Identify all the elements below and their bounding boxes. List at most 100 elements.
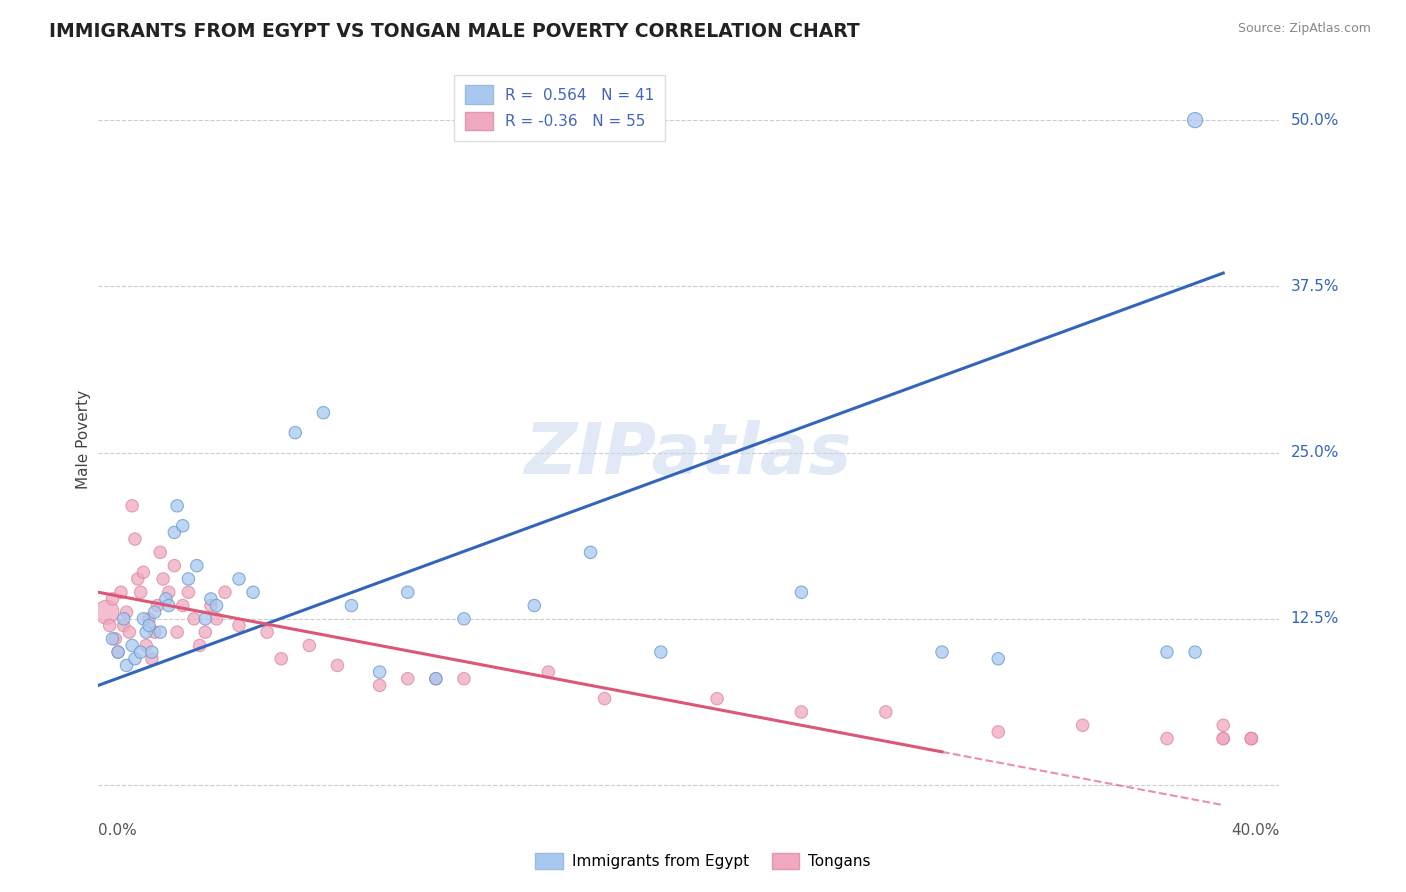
Point <box>121 499 143 513</box>
Point <box>152 572 174 586</box>
Point <box>98 618 121 632</box>
Point <box>188 639 211 653</box>
Text: 25.0%: 25.0% <box>1291 445 1339 460</box>
Point <box>146 599 169 613</box>
Point <box>312 406 335 420</box>
Point <box>132 566 155 580</box>
Point <box>453 672 475 686</box>
Point <box>340 599 363 613</box>
Point <box>112 618 135 632</box>
Point <box>242 585 264 599</box>
Point <box>172 518 194 533</box>
Y-axis label: Male Poverty: Male Poverty <box>76 390 91 489</box>
Point <box>284 425 307 440</box>
Point <box>118 625 141 640</box>
Point <box>1240 731 1263 746</box>
Point <box>537 665 560 679</box>
Point <box>194 625 217 640</box>
Text: 40.0%: 40.0% <box>1232 822 1279 838</box>
Point <box>987 652 1010 666</box>
Point <box>149 625 172 640</box>
Point <box>163 525 186 540</box>
Point <box>135 625 157 640</box>
Point <box>163 558 186 573</box>
Point <box>1184 113 1206 128</box>
Point <box>155 591 177 606</box>
Point <box>129 585 152 599</box>
Point <box>200 591 222 606</box>
Legend: R =  0.564   N = 41, R = -0.36   N = 55: R = 0.564 N = 41, R = -0.36 N = 55 <box>454 75 665 141</box>
Point <box>368 665 391 679</box>
Point <box>1212 731 1234 746</box>
Point <box>157 599 180 613</box>
Point <box>228 572 250 586</box>
Point <box>368 678 391 692</box>
Text: ZIPatlas: ZIPatlas <box>526 420 852 489</box>
Point <box>593 691 616 706</box>
Point <box>425 672 447 686</box>
Point <box>138 618 160 632</box>
Point <box>523 599 546 613</box>
Point <box>270 652 292 666</box>
Point <box>790 705 813 719</box>
Point <box>1156 731 1178 746</box>
Point <box>107 645 129 659</box>
Point <box>107 645 129 659</box>
Point <box>172 599 194 613</box>
Point <box>875 705 897 719</box>
Point <box>298 639 321 653</box>
Point <box>1240 731 1263 746</box>
Point <box>214 585 236 599</box>
Point <box>127 572 149 586</box>
Point <box>129 645 152 659</box>
Point <box>141 652 163 666</box>
Point <box>706 691 728 706</box>
Point <box>138 612 160 626</box>
Text: 37.5%: 37.5% <box>1291 279 1339 293</box>
Point <box>931 645 953 659</box>
Point <box>121 639 143 653</box>
Point <box>790 585 813 599</box>
Point <box>104 632 127 646</box>
Point <box>101 632 124 646</box>
Text: 12.5%: 12.5% <box>1291 611 1339 626</box>
Point <box>1240 731 1263 746</box>
Point <box>143 605 166 619</box>
Point <box>200 599 222 613</box>
Point <box>987 725 1010 739</box>
Point <box>115 658 138 673</box>
Text: 0.0%: 0.0% <box>98 822 138 838</box>
Point <box>425 672 447 686</box>
Point <box>166 499 188 513</box>
Text: 50.0%: 50.0% <box>1291 112 1339 128</box>
Point <box>157 585 180 599</box>
Point <box>579 545 602 559</box>
Point <box>124 532 146 546</box>
Point <box>166 625 188 640</box>
Point <box>141 645 163 659</box>
Point <box>186 558 208 573</box>
Point <box>205 599 228 613</box>
Point <box>396 672 419 686</box>
Point <box>1212 718 1234 732</box>
Legend: Immigrants from Egypt, Tongans: Immigrants from Egypt, Tongans <box>529 847 877 875</box>
Point <box>1184 645 1206 659</box>
Point <box>124 652 146 666</box>
Point <box>205 612 228 626</box>
Text: Source: ZipAtlas.com: Source: ZipAtlas.com <box>1237 22 1371 36</box>
Point <box>143 625 166 640</box>
Point <box>132 612 155 626</box>
Point <box>149 545 172 559</box>
Point <box>177 572 200 586</box>
Point <box>96 605 118 619</box>
Point <box>228 618 250 632</box>
Point <box>183 612 205 626</box>
Point <box>177 585 200 599</box>
Point <box>110 585 132 599</box>
Text: IMMIGRANTS FROM EGYPT VS TONGAN MALE POVERTY CORRELATION CHART: IMMIGRANTS FROM EGYPT VS TONGAN MALE POV… <box>49 22 860 41</box>
Point <box>1212 731 1234 746</box>
Point <box>650 645 672 659</box>
Point <box>453 612 475 626</box>
Point <box>326 658 349 673</box>
Point <box>135 639 157 653</box>
